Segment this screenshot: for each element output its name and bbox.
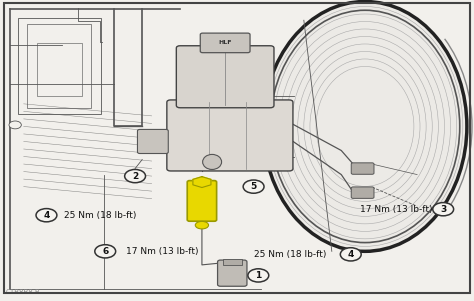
Text: HLF: HLF	[219, 40, 232, 45]
Text: 1: 1	[255, 271, 262, 280]
Text: 4: 4	[43, 211, 50, 220]
Circle shape	[340, 248, 361, 261]
Circle shape	[433, 203, 454, 216]
FancyBboxPatch shape	[167, 100, 293, 171]
FancyBboxPatch shape	[200, 33, 250, 53]
Text: 17 Nm (13 lb-ft): 17 Nm (13 lb-ft)	[126, 247, 198, 256]
Polygon shape	[193, 177, 211, 188]
Bar	[37, 43, 82, 96]
Text: 6: 6	[102, 247, 109, 256]
Ellipse shape	[202, 154, 221, 169]
Text: 2: 2	[132, 172, 138, 181]
Text: C1B8B8-B: C1B8B8-B	[6, 289, 40, 295]
FancyBboxPatch shape	[187, 181, 217, 221]
Circle shape	[248, 269, 269, 282]
FancyBboxPatch shape	[351, 163, 374, 174]
Bar	[223, 259, 242, 265]
Text: 25 Nm (18 lb-ft): 25 Nm (18 lb-ft)	[254, 250, 326, 259]
Ellipse shape	[195, 222, 209, 229]
Bar	[27, 24, 91, 108]
FancyBboxPatch shape	[176, 46, 274, 108]
Text: 17 Nm (13 lb-ft): 17 Nm (13 lb-ft)	[360, 205, 433, 214]
Circle shape	[95, 245, 116, 258]
FancyBboxPatch shape	[351, 187, 374, 198]
Circle shape	[9, 121, 21, 129]
FancyBboxPatch shape	[218, 260, 247, 286]
Circle shape	[125, 169, 146, 183]
Ellipse shape	[263, 2, 467, 251]
Circle shape	[243, 180, 264, 193]
FancyBboxPatch shape	[137, 129, 168, 154]
Text: 3: 3	[440, 205, 447, 214]
Text: 25 Nm (18 lb-ft): 25 Nm (18 lb-ft)	[64, 211, 137, 220]
Bar	[18, 18, 101, 114]
Text: 5: 5	[250, 182, 257, 191]
Circle shape	[36, 209, 57, 222]
Text: 4: 4	[347, 250, 354, 259]
